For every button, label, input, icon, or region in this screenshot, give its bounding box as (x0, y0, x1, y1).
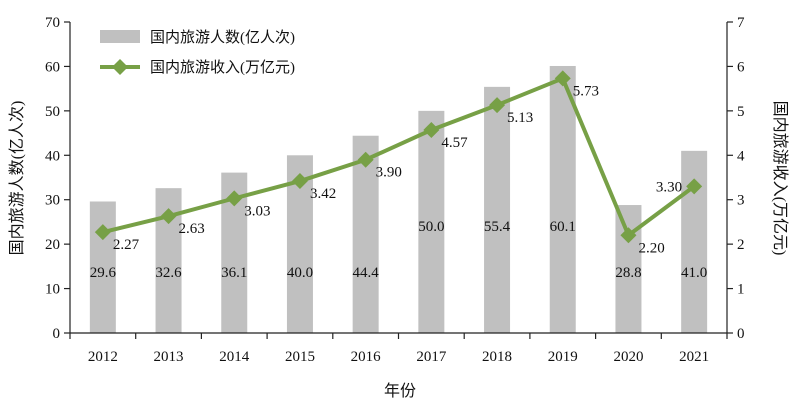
legend-line-marker (112, 59, 128, 75)
y-left-tick-label: 20 (45, 237, 60, 253)
y-axis-right-title: 国内旅游收入(万亿元) (771, 101, 789, 256)
bar (418, 110, 445, 333)
income-line (102, 76, 696, 238)
bar-data-label: 41.0 (681, 265, 707, 281)
y-left-tick-label: 30 (45, 193, 60, 209)
axes-layer: 0 10 20 30 40 50 60 70 0 1 2 3 4 5 6 7 2012 2013 2014 2015 2… (45, 15, 745, 365)
line-point (357, 151, 374, 168)
line-data-label: 3.30 (656, 179, 682, 195)
x-tick-label: 2019 (548, 349, 578, 365)
bar-data-label: 36.1 (221, 265, 247, 281)
line-data-label: 2.63 (179, 221, 205, 237)
line-point (291, 173, 308, 190)
legend: 国内旅游人数(亿人次) 国内旅游收入(万亿元) (100, 29, 295, 76)
line-data-label: 2.27 (113, 237, 140, 253)
y-left-tick-label: 10 (45, 282, 60, 298)
x-tick-label: 2020 (613, 349, 643, 365)
line-data-label: 5.13 (507, 110, 533, 126)
line-data-label: 4.57 (441, 135, 468, 151)
x-tick-label: 2017 (416, 349, 447, 365)
bar-data-label: 50.0 (418, 219, 444, 235)
bar (681, 150, 708, 333)
line-data-label: 3.90 (376, 165, 402, 181)
y-right-tick-label: 6 (737, 59, 745, 75)
bar-data-label: 28.8 (615, 265, 641, 281)
legend-line-label: 国内旅游收入(万亿元) (150, 59, 295, 76)
bar-data-label: 44.4 (353, 265, 380, 281)
legend-bar-swatch (100, 30, 140, 43)
line-data-label: 5.73 (573, 83, 599, 99)
x-tick-label: 2018 (482, 349, 512, 365)
line-point (423, 121, 440, 138)
line-point (94, 224, 111, 241)
line-point (620, 227, 637, 244)
line-data-label: 3.42 (310, 186, 336, 202)
x-tick-label: 2013 (154, 349, 184, 365)
y-right-tick-label: 7 (737, 15, 745, 31)
y-left-tick-label: 50 (45, 104, 60, 120)
line-point (489, 97, 506, 114)
y-right-tick-label: 3 (737, 193, 745, 209)
line-layer (94, 70, 703, 244)
x-tick-label: 2014 (219, 349, 250, 365)
y-left-tick-label: 60 (45, 59, 60, 75)
x-tick-label: 2021 (679, 349, 709, 365)
bar (89, 201, 116, 333)
y-right-tick-label: 5 (737, 104, 745, 120)
legend-bar-label: 国内旅游人数(亿人次) (150, 29, 295, 46)
y-left-tick-label: 0 (53, 326, 61, 342)
bar-data-label: 29.6 (90, 265, 117, 281)
line-point (160, 208, 177, 225)
y-left-tick-label: 40 (45, 148, 60, 164)
bar-data-label: 55.4 (484, 219, 511, 235)
bar (549, 65, 576, 333)
line-point (554, 70, 571, 87)
bar-data-label: 32.6 (155, 265, 182, 281)
y-right-tick-label: 1 (737, 282, 745, 298)
line-data-label: 2.20 (638, 240, 664, 256)
x-tick-label: 2015 (285, 349, 315, 365)
bar-data-label: 40.0 (287, 265, 313, 281)
y-right-tick-label: 4 (737, 148, 745, 164)
x-axis-title: 年份 (384, 382, 416, 400)
data-labels-layer: 29.6 32.6 36.1 40.0 44.4 50.0 55.4 60.1 28.8 41.0… (90, 83, 708, 281)
y-right-tick-label: 0 (737, 326, 745, 342)
line-point (686, 178, 703, 195)
x-tick-label: 2012 (88, 349, 118, 365)
line-point (226, 190, 243, 207)
y-right-tick-label: 2 (737, 237, 745, 253)
bar (352, 135, 379, 333)
bar (484, 86, 511, 333)
y-left-tick-label: 70 (45, 15, 60, 31)
x-tick-label: 2016 (351, 349, 382, 365)
y-axis-left-title: 国内旅游人数(亿人次) (8, 101, 26, 256)
line-data-label: 3.03 (244, 203, 270, 219)
bar-data-label: 60.1 (550, 219, 576, 235)
